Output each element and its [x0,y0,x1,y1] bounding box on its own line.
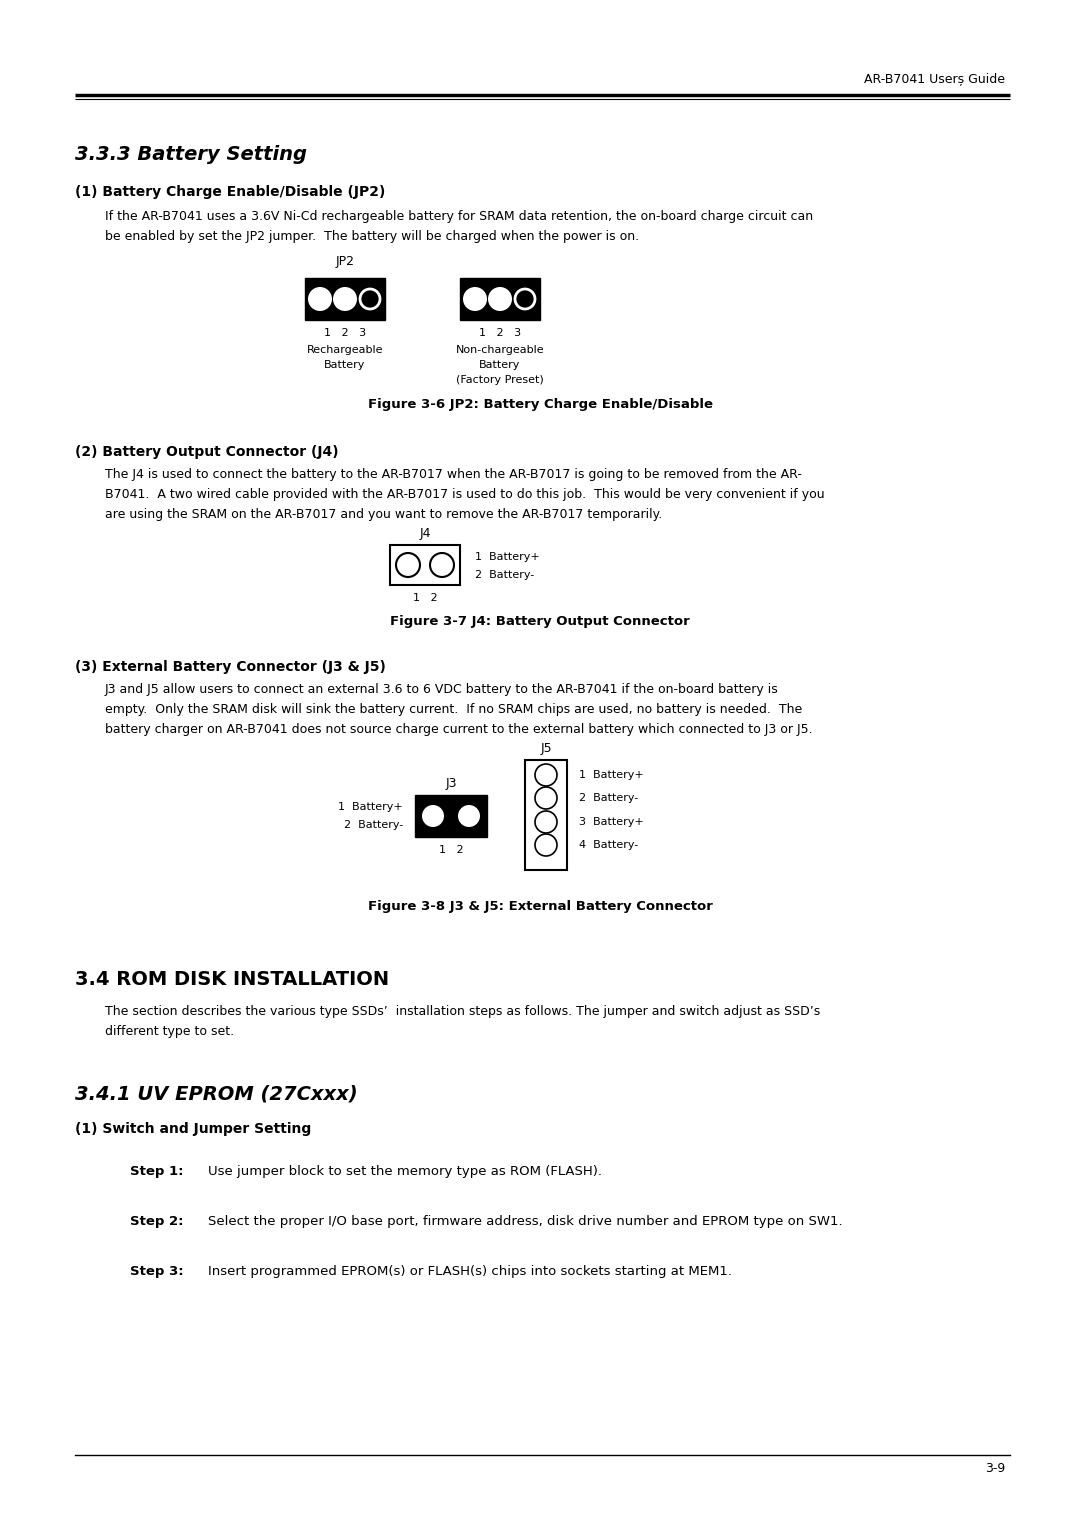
Bar [460,278,540,319]
Text: (1) Battery Charge Enable/Disable (JP2): (1) Battery Charge Enable/Disable (JP2) [75,185,386,199]
Text: 2  Battery-: 2 Battery- [343,821,403,830]
Circle shape [458,805,480,827]
Text: Step 2:: Step 2: [130,1215,184,1229]
Text: Figure 3-7 J4: Battery Output Connector: Figure 3-7 J4: Battery Output Connector [390,614,690,628]
Text: 1   2: 1 2 [438,845,463,856]
Text: (Factory Preset): (Factory Preset) [456,374,544,385]
Text: are using the SRAM on the AR-B7017 and you want to remove the AR-B7017 temporari: are using the SRAM on the AR-B7017 and y… [105,507,662,521]
Text: The section describes the various type SSDs’  installation steps as follows. The: The section describes the various type S… [105,1005,820,1018]
Bar [525,759,567,869]
Text: 1   2: 1 2 [413,593,437,604]
Circle shape [535,811,557,833]
Text: Battery: Battery [324,361,366,370]
Bar [415,795,487,837]
Text: 3.3.3 Battery Setting: 3.3.3 Battery Setting [75,145,307,163]
Text: The J4 is used to connect the battery to the AR-B7017 when the AR-B7017 is going: The J4 is used to connect the battery to… [105,468,801,481]
Text: If the AR-B7041 uses a 3.6V Ni-Cd rechargeable battery for SRAM data retention, : If the AR-B7041 uses a 3.6V Ni-Cd rechar… [105,209,813,223]
Text: Non-chargeable: Non-chargeable [456,345,544,354]
Text: (2) Battery Output Connector (J4): (2) Battery Output Connector (J4) [75,445,339,458]
Text: J5: J5 [540,743,552,755]
Text: J3 and J5 allow users to connect an external 3.6 to 6 VDC battery to the AR-B704: J3 and J5 allow users to connect an exte… [105,683,779,695]
Circle shape [422,805,444,827]
Text: Step 3:: Step 3: [130,1265,184,1277]
Text: 3  Battery+: 3 Battery+ [579,817,644,827]
Text: 1  Battery+: 1 Battery+ [475,552,540,562]
Text: empty.  Only the SRAM disk will sink the battery current.  If no SRAM chips are : empty. Only the SRAM disk will sink the … [105,703,802,717]
Circle shape [333,287,357,312]
Text: AR-B7041 Userș Guide: AR-B7041 Userș Guide [864,72,1005,86]
Text: 4  Battery-: 4 Battery- [579,840,638,850]
Text: Step 1:: Step 1: [130,1164,184,1178]
Circle shape [535,834,557,856]
Circle shape [535,764,557,785]
Circle shape [308,287,332,312]
Text: Use jumper block to set the memory type as ROM (FLASH).: Use jumper block to set the memory type … [208,1164,602,1178]
Text: B7041.  A two wired cable provided with the AR-B7017 is used to do this job.  Th: B7041. A two wired cable provided with t… [105,487,825,501]
Text: 3.4 ROM DISK INSTALLATION: 3.4 ROM DISK INSTALLATION [75,970,389,989]
Text: 1  Battery+: 1 Battery+ [579,770,644,779]
Bar [305,278,384,319]
Circle shape [515,289,535,309]
Circle shape [488,287,512,312]
Text: Insert programmed EPROM(s) or FLASH(s) chips into sockets starting at MEM1.: Insert programmed EPROM(s) or FLASH(s) c… [208,1265,732,1277]
Text: 2  Battery-: 2 Battery- [475,570,535,581]
Text: battery charger on AR-B7041 does not source charge current to the external batte: battery charger on AR-B7041 does not sou… [105,723,812,736]
Text: (1) Switch and Jumper Setting: (1) Switch and Jumper Setting [75,1122,311,1135]
Text: 3.4.1 UV EPROM (27Cxxx): 3.4.1 UV EPROM (27Cxxx) [75,1085,357,1105]
Text: Select the proper I/O base port, firmware address, disk drive number and EPROM t: Select the proper I/O base port, firmwar… [208,1215,842,1229]
Text: be enabled by set the JP2 jumper.  The battery will be charged when the power is: be enabled by set the JP2 jumper. The ba… [105,231,639,243]
Circle shape [360,289,380,309]
Circle shape [396,553,420,578]
Circle shape [430,553,454,578]
Text: Figure 3-8 J3 & J5: External Battery Connector: Figure 3-8 J3 & J5: External Battery Con… [367,900,713,914]
Text: (3) External Battery Connector (J3 & J5): (3) External Battery Connector (J3 & J5) [75,660,386,674]
Circle shape [535,787,557,808]
Text: 1   2   3: 1 2 3 [324,329,366,338]
Text: different type to set.: different type to set. [105,1025,234,1038]
Text: J3: J3 [445,778,457,790]
Text: Figure 3-6 JP2: Battery Charge Enable/Disable: Figure 3-6 JP2: Battery Charge Enable/Di… [367,397,713,411]
Text: 1  Battery+: 1 Battery+ [338,802,403,811]
Bar [390,545,460,585]
Text: 3-9: 3-9 [985,1462,1005,1475]
Circle shape [463,287,487,312]
Text: 1   2   3: 1 2 3 [478,329,521,338]
Text: 2  Battery-: 2 Battery- [579,793,638,804]
Text: J4: J4 [419,527,431,539]
Text: JP2: JP2 [336,255,354,267]
Text: Battery: Battery [480,361,521,370]
Text: Rechargeable: Rechargeable [307,345,383,354]
